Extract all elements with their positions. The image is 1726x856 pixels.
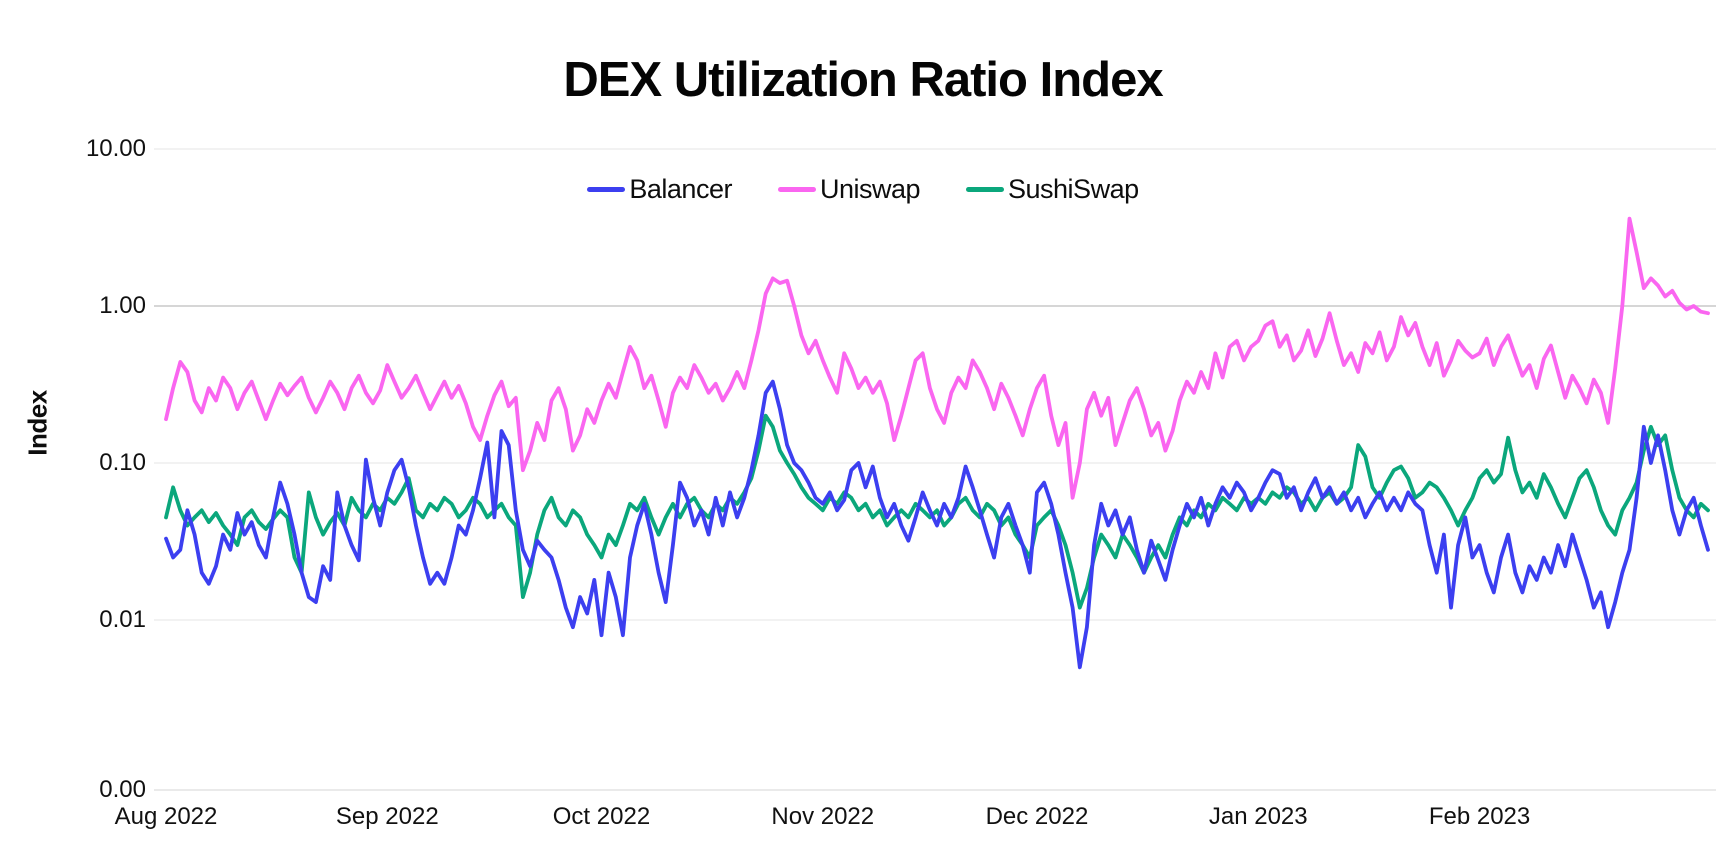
uniswap-line-swatch-icon xyxy=(777,187,816,192)
x-tick-label-3: Nov 2022 xyxy=(771,803,875,830)
y-tick-label-2: 0.10 xyxy=(99,449,146,476)
x-tick-label-1: Sep 2022 xyxy=(335,803,439,830)
x-tick-label-4: Dec 2022 xyxy=(985,803,1089,830)
series-line-sushiswap xyxy=(164,413,1710,610)
y-tick-label-0: 10.00 xyxy=(85,135,146,162)
series-line-uniswap xyxy=(164,216,1710,500)
y-tick-label-1: 1.00 xyxy=(99,292,146,319)
x-tick-label-0: Aug 2022 xyxy=(114,803,218,830)
legend-label-balancer: Balancer xyxy=(629,174,732,204)
x-tick-label-6: Feb 2023 xyxy=(1428,803,1531,830)
x-tick-label-5: Jan 2023 xyxy=(1208,803,1308,830)
legend-item-sushiswap: SushiSwap xyxy=(966,174,1139,205)
y-tick-label-3: 0.01 xyxy=(99,606,146,633)
balancer-line-swatch-icon xyxy=(587,187,626,192)
y-tick-label-4: 0.00 xyxy=(99,776,146,803)
legend-label-sushiswap: SushiSwap xyxy=(1008,174,1139,204)
legend-item-uniswap: Uniswap xyxy=(777,174,921,205)
series-line-balancer xyxy=(164,379,1710,670)
legend-item-balancer: Balancer xyxy=(587,174,732,205)
sushiswap-line-swatch-icon xyxy=(966,187,1005,192)
legend-label-uniswap: Uniswap xyxy=(819,174,921,204)
x-tick-label-2: Oct 2022 xyxy=(552,803,651,830)
chart-title: DEX Utilization Ratio Index xyxy=(563,53,1163,107)
chart-legend: Balancer Uniswap SushiSwap xyxy=(0,174,1726,205)
